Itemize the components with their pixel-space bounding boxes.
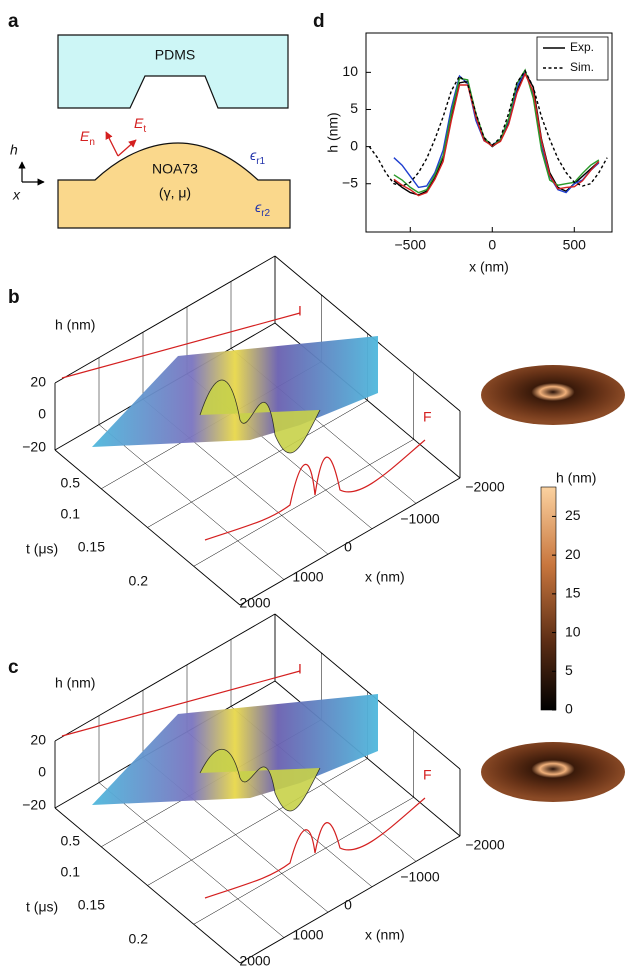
final-marker: F: [423, 409, 432, 425]
h-tick-label: 20: [30, 732, 46, 748]
subscript: r1: [256, 156, 265, 167]
t-tick-label: 0.5: [61, 833, 81, 849]
panel-label: d: [313, 11, 325, 32]
noa73-label: NOA73: [152, 161, 198, 177]
x-axis-label: x (nm): [365, 927, 405, 943]
t-axis-label: t (μs): [26, 899, 58, 915]
x-tick-label: 1000: [292, 927, 323, 943]
parameters-label: (γ, μ): [159, 185, 191, 201]
normal-field-label: En: [80, 128, 95, 148]
subscript: t: [143, 124, 146, 135]
h-tick-label: 20: [30, 374, 46, 390]
final-profile: [205, 798, 425, 898]
t-axis-label: t (μs): [26, 541, 58, 557]
colorbar: [541, 487, 556, 710]
x-tick-label: 1000: [292, 569, 323, 585]
grid-line: [194, 439, 414, 566]
x-tick-label: −500: [395, 237, 427, 253]
panel-label: a: [8, 11, 19, 32]
h-tick-label: 0: [38, 406, 46, 422]
t-tick-label: 0.5: [61, 475, 81, 491]
h-tick-label: 0: [38, 764, 46, 780]
y-tick-label: 10: [342, 63, 358, 79]
surface: [92, 694, 378, 805]
grid-line: [194, 797, 414, 924]
x-axis-label: x (nm): [469, 259, 509, 275]
x-tick-label: −2000: [465, 837, 505, 853]
surface-render: [481, 742, 625, 802]
normal-field-arrow: [106, 132, 118, 156]
y-axis-label: h (nm): [325, 112, 341, 152]
t-tick-label: 0.15: [78, 897, 105, 913]
x-tick-label: 0: [344, 897, 352, 913]
y-tick-label: 5: [350, 100, 358, 116]
colorbar-tick-label: 15: [565, 585, 581, 601]
t-tick-label: 0.1: [61, 864, 81, 880]
x-tick-label: 500: [563, 237, 587, 253]
legend-label: Exp.: [570, 40, 594, 54]
figure: a b c d PDMS NOA73 (γ, μ) En Et ϵr1 ϵr2 …: [0, 0, 627, 967]
surface-render: [481, 365, 625, 425]
x-label: x: [12, 187, 21, 203]
y-tick-label: −5: [342, 174, 358, 190]
subscript: n: [89, 137, 95, 148]
pdms-label: PDMS: [155, 47, 195, 63]
data-line: [394, 71, 599, 193]
colorbar-tick-label: 25: [565, 507, 581, 523]
panel-label: b: [8, 287, 20, 308]
x-tick-label: −1000: [400, 511, 440, 527]
h-axis-label: h (nm): [55, 317, 95, 333]
t-tick-label: 0.2: [129, 573, 149, 589]
x-tick-label: −2000: [465, 479, 505, 495]
tangential-field-label: Et: [134, 115, 146, 135]
initial-marker: I: [298, 661, 302, 677]
h-axis-label: h (nm): [55, 675, 95, 691]
data-line: [394, 70, 599, 193]
surface: [92, 336, 378, 447]
h-label: h: [10, 142, 18, 158]
subscript: r2: [261, 208, 270, 219]
colorbar-tick-label: 0: [565, 701, 573, 717]
y-tick-label: 0: [350, 137, 358, 153]
x-tick-label: 0: [344, 539, 352, 555]
h-tick-label: −20: [22, 797, 46, 813]
colorbar-title: h (nm): [556, 470, 596, 486]
t-tick-label: 0.15: [78, 539, 105, 555]
initial-marker: I: [298, 303, 302, 319]
t-tick-label: 0.1: [61, 506, 81, 522]
x-axis-label: x (nm): [365, 569, 405, 585]
data-line: [394, 72, 599, 194]
final-profile: [205, 440, 425, 540]
legend-label: Sim.: [570, 60, 594, 74]
x-tick-label: 0: [488, 237, 496, 253]
colorbar-tick-label: 20: [565, 546, 581, 562]
t-tick-label: 0.2: [129, 931, 149, 947]
data-line: [394, 74, 599, 196]
colorbar-tick-label: 10: [565, 623, 581, 639]
panel-label: c: [8, 657, 19, 678]
permittivity-top: ϵr1: [250, 147, 266, 167]
x-tick-label: −1000: [400, 869, 440, 885]
h-tick-label: −20: [22, 439, 46, 455]
colorbar-tick-label: 5: [565, 662, 573, 678]
x-tick-label: 2000: [239, 595, 270, 611]
x-tick-label: 2000: [239, 953, 270, 967]
final-marker: F: [423, 767, 432, 783]
